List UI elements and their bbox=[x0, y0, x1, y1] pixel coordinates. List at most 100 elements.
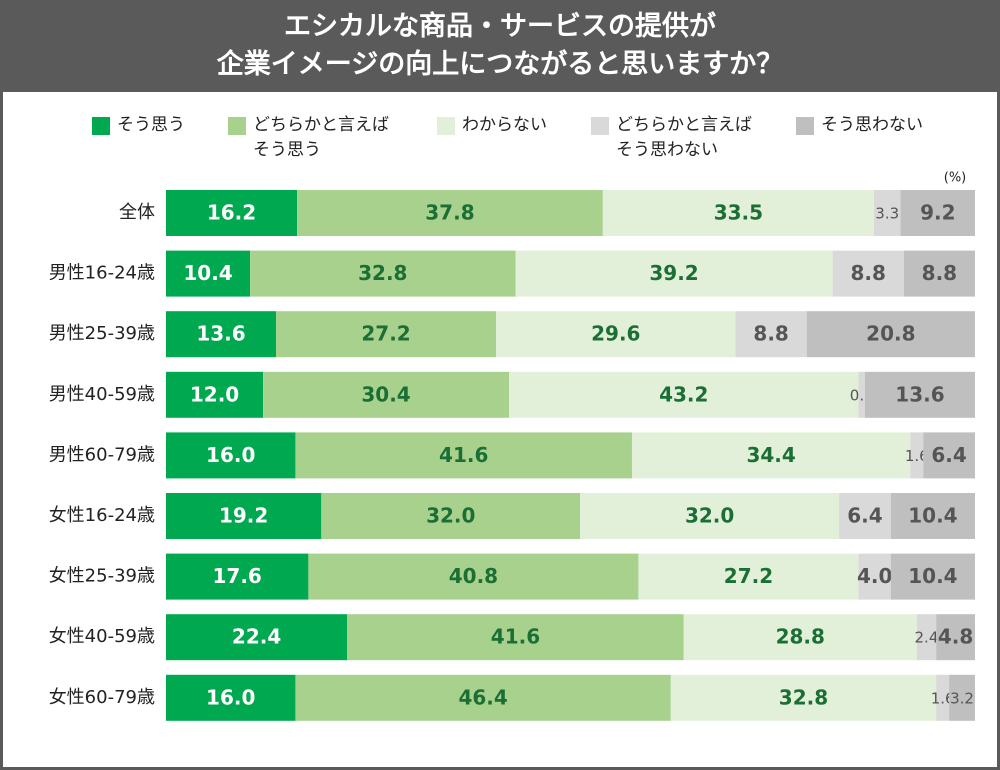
bar-segment bbox=[580, 493, 840, 539]
legend-swatch bbox=[437, 117, 455, 135]
bar-segment bbox=[166, 674, 296, 721]
data-label: 3.3 bbox=[875, 205, 899, 223]
data-label: 39.2 bbox=[649, 261, 698, 285]
data-label: 16.2 bbox=[207, 201, 256, 225]
data-label: 30.4 bbox=[361, 382, 410, 406]
bar-segment bbox=[903, 250, 975, 297]
bar-segment bbox=[864, 371, 975, 418]
data-label: 28.8 bbox=[776, 625, 825, 649]
bar-segment bbox=[295, 432, 632, 479]
bar-segment bbox=[263, 371, 510, 418]
chart-title: エシカルな商品・サービスの提供が 企業イメージの向上につながると思いますか？ bbox=[0, 0, 1000, 92]
data-label: 2.4 bbox=[915, 629, 939, 647]
y-tick-label: 男性16-24歳 bbox=[49, 263, 155, 284]
data-label: 22.4 bbox=[232, 625, 281, 649]
bar-segment bbox=[900, 190, 975, 236]
bar-segment bbox=[166, 311, 277, 358]
bar-segment bbox=[496, 311, 736, 358]
legend-label: どちらかと言えば そう思わない bbox=[616, 115, 752, 160]
data-label: 16.0 bbox=[206, 685, 255, 709]
data-label: 6.4 bbox=[931, 443, 966, 467]
unit-label: (%) bbox=[944, 171, 967, 186]
data-label: 32.8 bbox=[779, 685, 828, 709]
data-label: 4.0 bbox=[857, 564, 892, 588]
data-label: 27.2 bbox=[361, 322, 410, 346]
bar-segment bbox=[670, 674, 937, 721]
bar-segment bbox=[683, 614, 917, 661]
bar-segment bbox=[166, 493, 322, 539]
legend-label: わからない bbox=[462, 115, 547, 135]
legend-swatch bbox=[92, 117, 110, 135]
y-tick-label: 男性25-39歳 bbox=[49, 323, 155, 344]
bar-segment bbox=[858, 371, 865, 418]
bar-segment bbox=[910, 432, 924, 479]
bar-segment bbox=[166, 553, 309, 600]
data-label: 46.4 bbox=[458, 685, 507, 709]
bar-segment bbox=[638, 553, 859, 600]
bar-segment bbox=[936, 674, 950, 721]
data-label: 33.5 bbox=[714, 201, 763, 225]
bar-segment bbox=[347, 614, 684, 661]
y-tick-label: 全体 bbox=[119, 202, 155, 223]
legend-label: そう思う bbox=[117, 115, 185, 135]
bar-segment bbox=[509, 371, 859, 418]
bar-segment bbox=[166, 190, 298, 236]
data-label: 8.8 bbox=[753, 322, 788, 346]
data-label: 43.2 bbox=[659, 382, 708, 406]
data-label: 4.8 bbox=[938, 625, 973, 649]
data-label: 34.4 bbox=[746, 443, 795, 467]
legend-swatch bbox=[796, 117, 814, 135]
bar-segment bbox=[166, 250, 251, 297]
data-label: 41.6 bbox=[491, 625, 540, 649]
data-label: 13.6 bbox=[895, 382, 944, 406]
y-tick-label: 女性16-24歳 bbox=[49, 505, 155, 526]
data-label: 32.0 bbox=[426, 504, 475, 528]
data-label: 41.6 bbox=[439, 443, 488, 467]
legend-swatch bbox=[228, 117, 246, 135]
bar-segment bbox=[602, 190, 874, 236]
legend-item: そう思わない bbox=[796, 113, 923, 138]
data-label: 32.8 bbox=[358, 261, 407, 285]
bar-segment bbox=[631, 432, 911, 479]
bar-segment bbox=[321, 493, 581, 539]
y-tick-label: 女性40-59歳 bbox=[49, 626, 155, 647]
data-label: 29.6 bbox=[591, 322, 640, 346]
bar-segment bbox=[949, 674, 975, 721]
bar-segment bbox=[936, 614, 975, 661]
bar-segment bbox=[276, 311, 497, 358]
bar-segment bbox=[166, 432, 296, 479]
bar-segment bbox=[166, 614, 348, 661]
bar-segment bbox=[806, 311, 975, 358]
bar-segment bbox=[832, 250, 904, 297]
data-label: 8.8 bbox=[922, 261, 957, 285]
y-tick-label: 女性60-79歳 bbox=[49, 687, 155, 708]
data-label: 19.2 bbox=[219, 504, 268, 528]
data-label: 32.0 bbox=[685, 504, 734, 528]
data-label: 1.6 bbox=[905, 447, 929, 465]
data-label: 27.2 bbox=[724, 564, 773, 588]
bar-segment bbox=[308, 553, 639, 600]
bar-segment bbox=[297, 190, 603, 236]
data-label: 3.2 bbox=[950, 689, 974, 707]
data-label: 1.6 bbox=[931, 689, 955, 707]
legend-item: わからない bbox=[437, 113, 547, 138]
data-label: 16.0 bbox=[206, 443, 255, 467]
legend-swatch bbox=[591, 117, 609, 135]
bar-segment bbox=[890, 493, 975, 539]
y-tick-label: 男性60-79歳 bbox=[49, 444, 155, 465]
data-label: 10.4 bbox=[183, 261, 232, 285]
bar-segment bbox=[166, 371, 264, 418]
bar-segment bbox=[858, 553, 891, 600]
data-label: 10.4 bbox=[908, 564, 957, 588]
legend-item: そう思う bbox=[92, 113, 185, 138]
bar-segment bbox=[250, 250, 516, 297]
legend-label: そう思わない bbox=[821, 115, 923, 135]
data-label: 20.8 bbox=[866, 322, 915, 346]
data-label: 10.4 bbox=[908, 504, 957, 528]
legend-item: どちらかと言えば そう思う bbox=[228, 113, 389, 163]
bar-segment bbox=[873, 190, 901, 236]
legend-label: どちらかと言えば そう思う bbox=[253, 115, 389, 160]
bar-segment bbox=[916, 614, 937, 661]
